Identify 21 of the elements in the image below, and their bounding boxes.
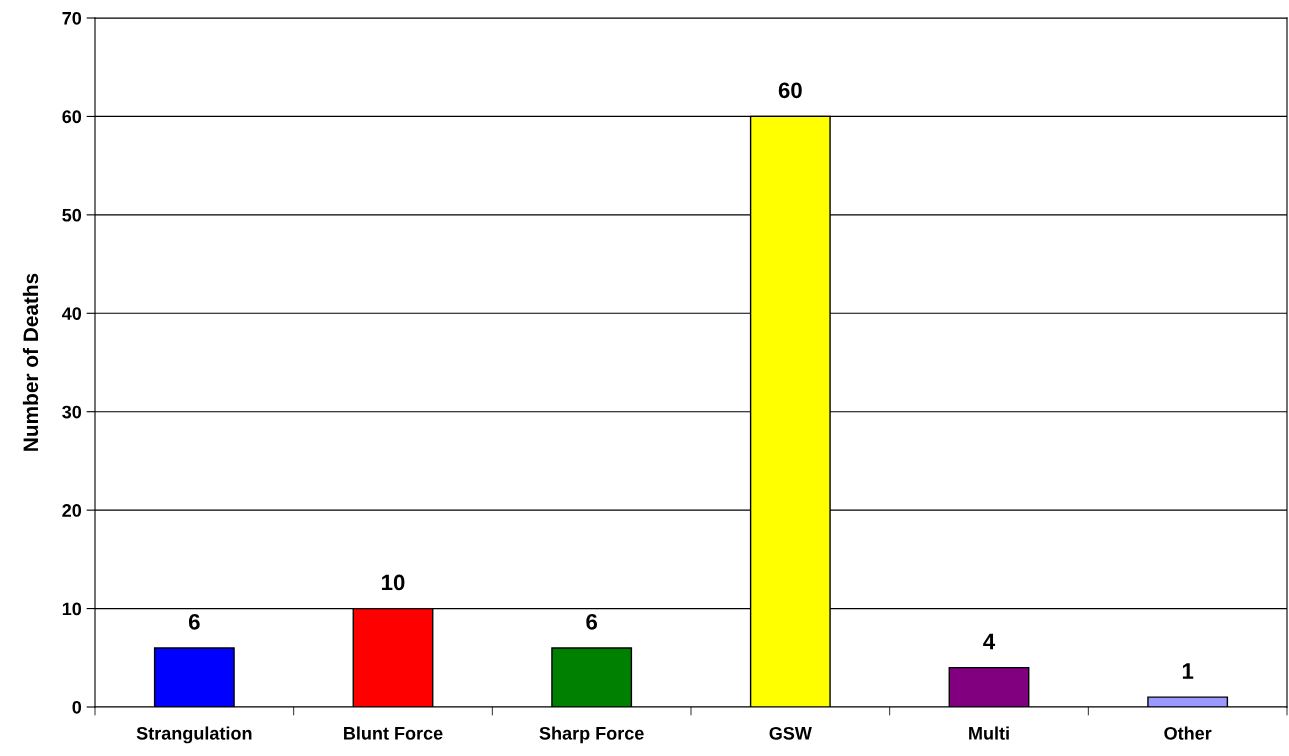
data-label: 4 — [983, 633, 996, 650]
data-label: 1 — [1182, 663, 1194, 679]
data-label: 60 — [778, 82, 802, 99]
x-tick-label: Blunt Force — [344, 726, 443, 740]
x-tick-label: Strangulation — [136, 726, 252, 744]
x-tick-label: Other — [1164, 726, 1212, 740]
y-axis-title: Number of Deaths — [22, 273, 39, 451]
y-tick-label: 20 — [62, 504, 82, 517]
data-label: 6 — [188, 613, 200, 630]
y-tick-label: 0 — [72, 700, 82, 714]
y-tick-label: 50 — [62, 208, 82, 222]
data-label: 6 — [586, 613, 598, 630]
data-label: 10 — [382, 574, 405, 591]
y-tick-label: 10 — [62, 602, 82, 616]
y-tick-label: 30 — [62, 405, 82, 419]
x-tick-label: Multi — [969, 726, 1009, 740]
x-tick-label: GSW — [769, 726, 812, 740]
y-tick-label: 60 — [62, 110, 82, 124]
x-tick-label: Sharp Force — [539, 726, 644, 744]
y-tick-label: 70 — [62, 11, 82, 25]
y-tick-label: 40 — [62, 307, 82, 321]
